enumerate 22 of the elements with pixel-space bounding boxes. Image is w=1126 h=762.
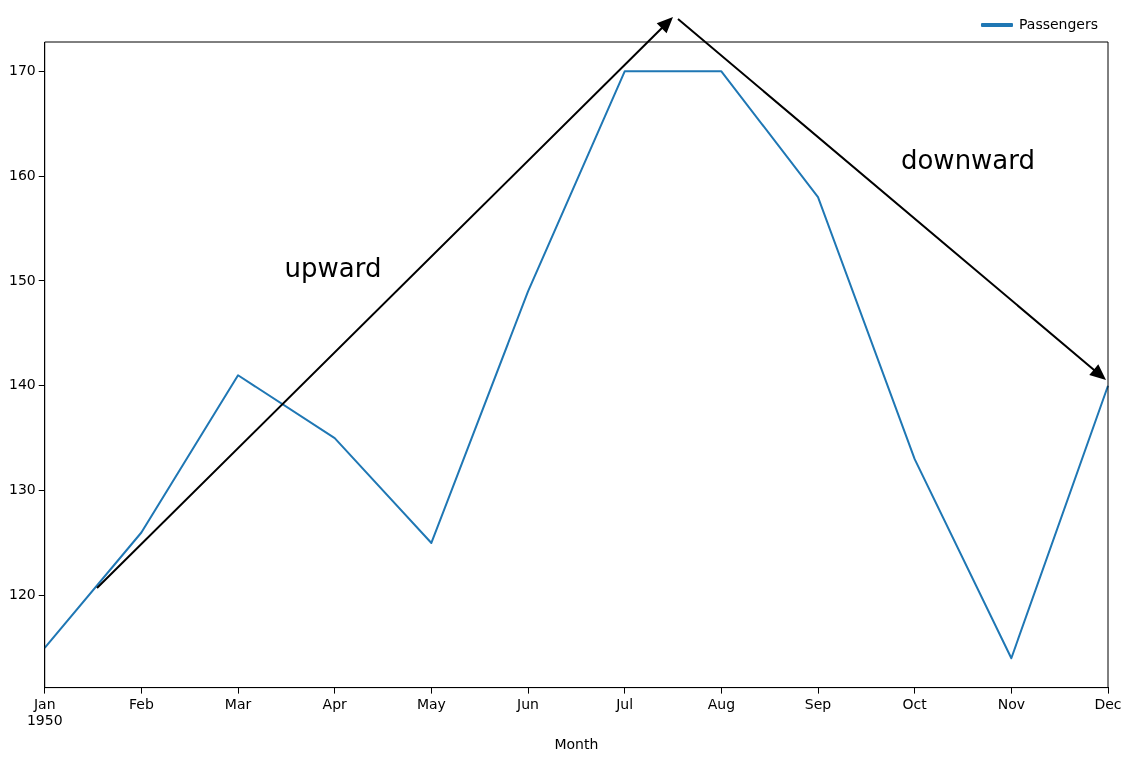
x-axis-title: Month — [554, 736, 599, 753]
y-tick-label: 120 — [8, 586, 36, 603]
x-tick-label: Oct — [902, 695, 928, 712]
x-tick-label: Mar — [224, 695, 252, 712]
y-tick-label: 150 — [8, 271, 36, 288]
y-tick-label: 170 — [8, 61, 36, 78]
annotation: upward — [284, 252, 382, 283]
x-tick-label: Jan 1950 — [26, 695, 63, 729]
x-tick-label: Aug — [707, 695, 736, 712]
x-tick-label: Dec — [1094, 695, 1122, 712]
x-tick-label: Jun — [516, 695, 539, 712]
x-tick-label: Sep — [804, 695, 832, 712]
x-tick-label: Nov — [997, 695, 1025, 712]
y-tick-label: 130 — [8, 481, 36, 498]
y-tick-label: 160 — [8, 166, 36, 183]
x-tick-label: Apr — [322, 695, 348, 712]
x-tick-label: Jul — [615, 695, 634, 712]
legend-label: Passengers — [1018, 15, 1099, 32]
y-tick-label: 140 — [8, 376, 36, 393]
x-tick-label: May — [416, 695, 446, 712]
x-tick-label: Feb — [128, 695, 154, 712]
annotation: downward — [900, 144, 1036, 175]
